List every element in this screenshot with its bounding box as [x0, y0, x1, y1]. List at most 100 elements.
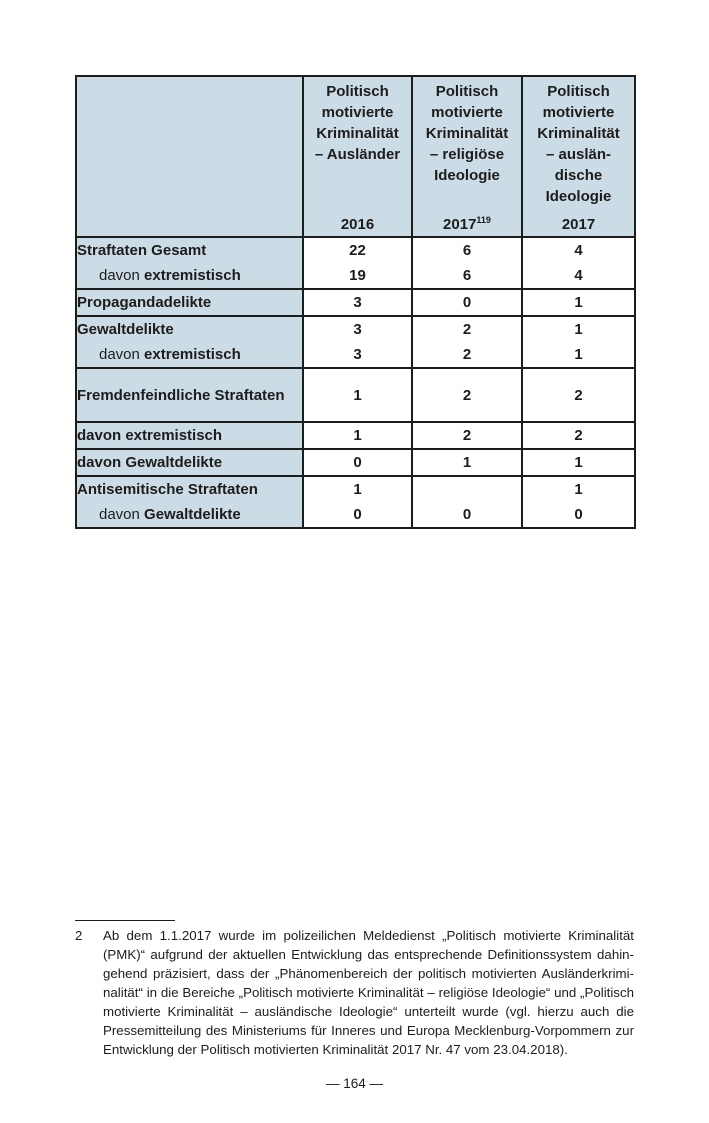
header-cell-empty: [75, 75, 304, 238]
row-label-line: Gewaltdelikte: [77, 317, 302, 342]
value: 22: [349, 242, 366, 259]
value: 1: [574, 346, 583, 363]
header-title-line: Ideologie: [545, 188, 612, 205]
row-label: davon extremistisch: [75, 421, 304, 450]
value: 2: [462, 321, 472, 338]
value: 0: [353, 506, 362, 523]
value: 0: [574, 506, 583, 523]
row-label-line: davon Gewaltdelikte: [77, 502, 302, 527]
value: 1: [574, 481, 583, 498]
label-text: extremistisch: [144, 346, 241, 363]
footnote-line: motivierte Kriminalität – ausländische I…: [103, 1004, 634, 1019]
header-year: 2017: [562, 212, 595, 233]
value-cell: 0: [411, 475, 523, 529]
value-cell: 1 0: [521, 475, 636, 529]
label-text: extremistisch: [144, 267, 241, 284]
row-label: Fremdenfeindliche Straftaten: [75, 367, 304, 423]
row-label: Propagandadelikte: [75, 288, 304, 317]
value: 19: [349, 267, 366, 284]
value: 3: [353, 346, 362, 363]
row-label: Gewaltdelikte davon extremistisch: [75, 315, 304, 369]
value-cell: 22 19: [302, 236, 413, 290]
value-cell: 1: [302, 421, 413, 450]
pmk-statistics-table: Politisch motivierte Kriminalität – Ausl…: [75, 75, 636, 529]
value: 0: [462, 506, 472, 523]
label-text: Propagandadelikte: [77, 294, 212, 311]
value: 4: [574, 267, 583, 284]
header-title-line: Kriminalität: [425, 125, 509, 142]
table-row-gewaltdelikte: Gewaltdelikte davon extremistisch 3 3 2 …: [75, 315, 636, 369]
label-text: Gewaltdelikte: [144, 506, 241, 523]
footnote-divider: [75, 920, 175, 921]
value-cell: 2: [521, 421, 636, 450]
table-row-davon-extremistisch: davon extremistisch 1 2 2: [75, 421, 636, 450]
header-title-line: motivierte: [321, 104, 394, 121]
row-label: Straftaten Gesamt davon extremistisch: [75, 236, 304, 290]
value: 1: [574, 321, 583, 338]
value-cell: 0: [302, 448, 413, 477]
header-title-line: motivierte: [542, 104, 615, 121]
value-cell: 0: [411, 288, 523, 317]
row-label-line: davon extremistisch: [77, 263, 302, 288]
value: 6: [462, 242, 472, 259]
footnote-superscript: 119: [476, 215, 491, 225]
header-content: Politisch motivierte Kriminalität – ausl…: [523, 77, 634, 236]
value-cell: 6 6: [411, 236, 523, 290]
label-prefix: davon: [99, 267, 145, 284]
table-row-straftaten-gesamt: Straftaten Gesamt davon extremistisch 22…: [75, 236, 636, 290]
value: 4: [574, 242, 583, 259]
value-cell: 1: [302, 367, 413, 423]
footnote-line: Ab dem 1.1.2017 wurde im polizeilichen M…: [103, 928, 634, 943]
header-title-line: Politisch: [326, 83, 389, 100]
value-cell: 1: [521, 288, 636, 317]
footnote-line: (PMK)“ aufgrund der aktuellen Entwicklun…: [103, 947, 634, 962]
year-label: 2017: [443, 216, 477, 233]
header-content: Politisch motivierte Kriminalität – Ausl…: [304, 77, 411, 236]
header-title-line: – auslän-: [545, 146, 611, 163]
value-cell: 3 3: [302, 315, 413, 369]
header-title: Politisch motivierte Kriminalität – reli…: [426, 81, 509, 186]
value: [413, 477, 521, 502]
header-title-line: Politisch: [547, 83, 610, 100]
header-title-line: Kriminalität: [316, 125, 399, 142]
row-label-line: Straftaten Gesamt: [77, 238, 302, 263]
footnote-line: gehend präzisiert, dass der „Phänomenber…: [103, 966, 634, 981]
footnote: 2 Ab dem 1.1.2017 wurde im polizeilichen…: [75, 926, 634, 1059]
year-label: 2016: [340, 216, 375, 233]
table-row-propagandadelikte: Propagandadelikte 3 0 1: [75, 288, 636, 317]
table-row-fremdenfeindliche-straftaten: Fremdenfeindliche Straftaten 1 2 2: [75, 367, 636, 423]
footnote-marker: 2: [75, 928, 83, 943]
label-text: Gewaltdelikte: [77, 321, 174, 338]
footnote-text: Ab dem 1.1.2017 wurde im polizeilichen M…: [103, 926, 634, 1059]
label-text: Fremdenfeindliche Straftaten: [77, 386, 285, 404]
year-label: 2017: [561, 216, 596, 233]
header-cell-pmk-religioese-ideologie: Politisch motivierte Kriminalität – reli…: [411, 75, 523, 238]
label-prefix: davon: [99, 506, 145, 523]
header-title-line: – religiöse: [429, 146, 505, 163]
label-text: davon Gewaltdelikte: [77, 454, 223, 471]
value-cell: 1 1: [521, 315, 636, 369]
value-cell: 1: [411, 448, 523, 477]
value-cell: 1: [521, 448, 636, 477]
header-title-line: Politisch: [435, 83, 499, 100]
value: 1: [353, 481, 362, 498]
value-cell: 2: [411, 367, 523, 423]
row-label: Antisemitische Straftaten davon Gewaltde…: [75, 475, 304, 529]
row-label-line: davon extremistisch: [77, 342, 302, 367]
row-label: davon Gewaltdelikte: [75, 448, 304, 477]
table-header-row: Politisch motivierte Kriminalität – Ausl…: [75, 75, 636, 238]
header-title-line: Kriminalität: [537, 125, 620, 142]
value-cell: 2: [521, 367, 636, 423]
value-cell: 2: [411, 421, 523, 450]
label-prefix: davon: [99, 346, 145, 363]
row-label-line: Antisemitische Straftaten: [77, 477, 302, 502]
label-text: Antisemitische Straftaten: [77, 481, 258, 498]
header-title-line: motivierte: [431, 104, 503, 121]
page-number: — 164 —: [325, 1076, 384, 1091]
header-year: 2017119: [443, 212, 491, 233]
value-cell: 2 2: [411, 315, 523, 369]
header-title-line: Ideologie: [434, 167, 500, 184]
value-cell: 3: [302, 288, 413, 317]
value-cell: 1 0: [302, 475, 413, 529]
